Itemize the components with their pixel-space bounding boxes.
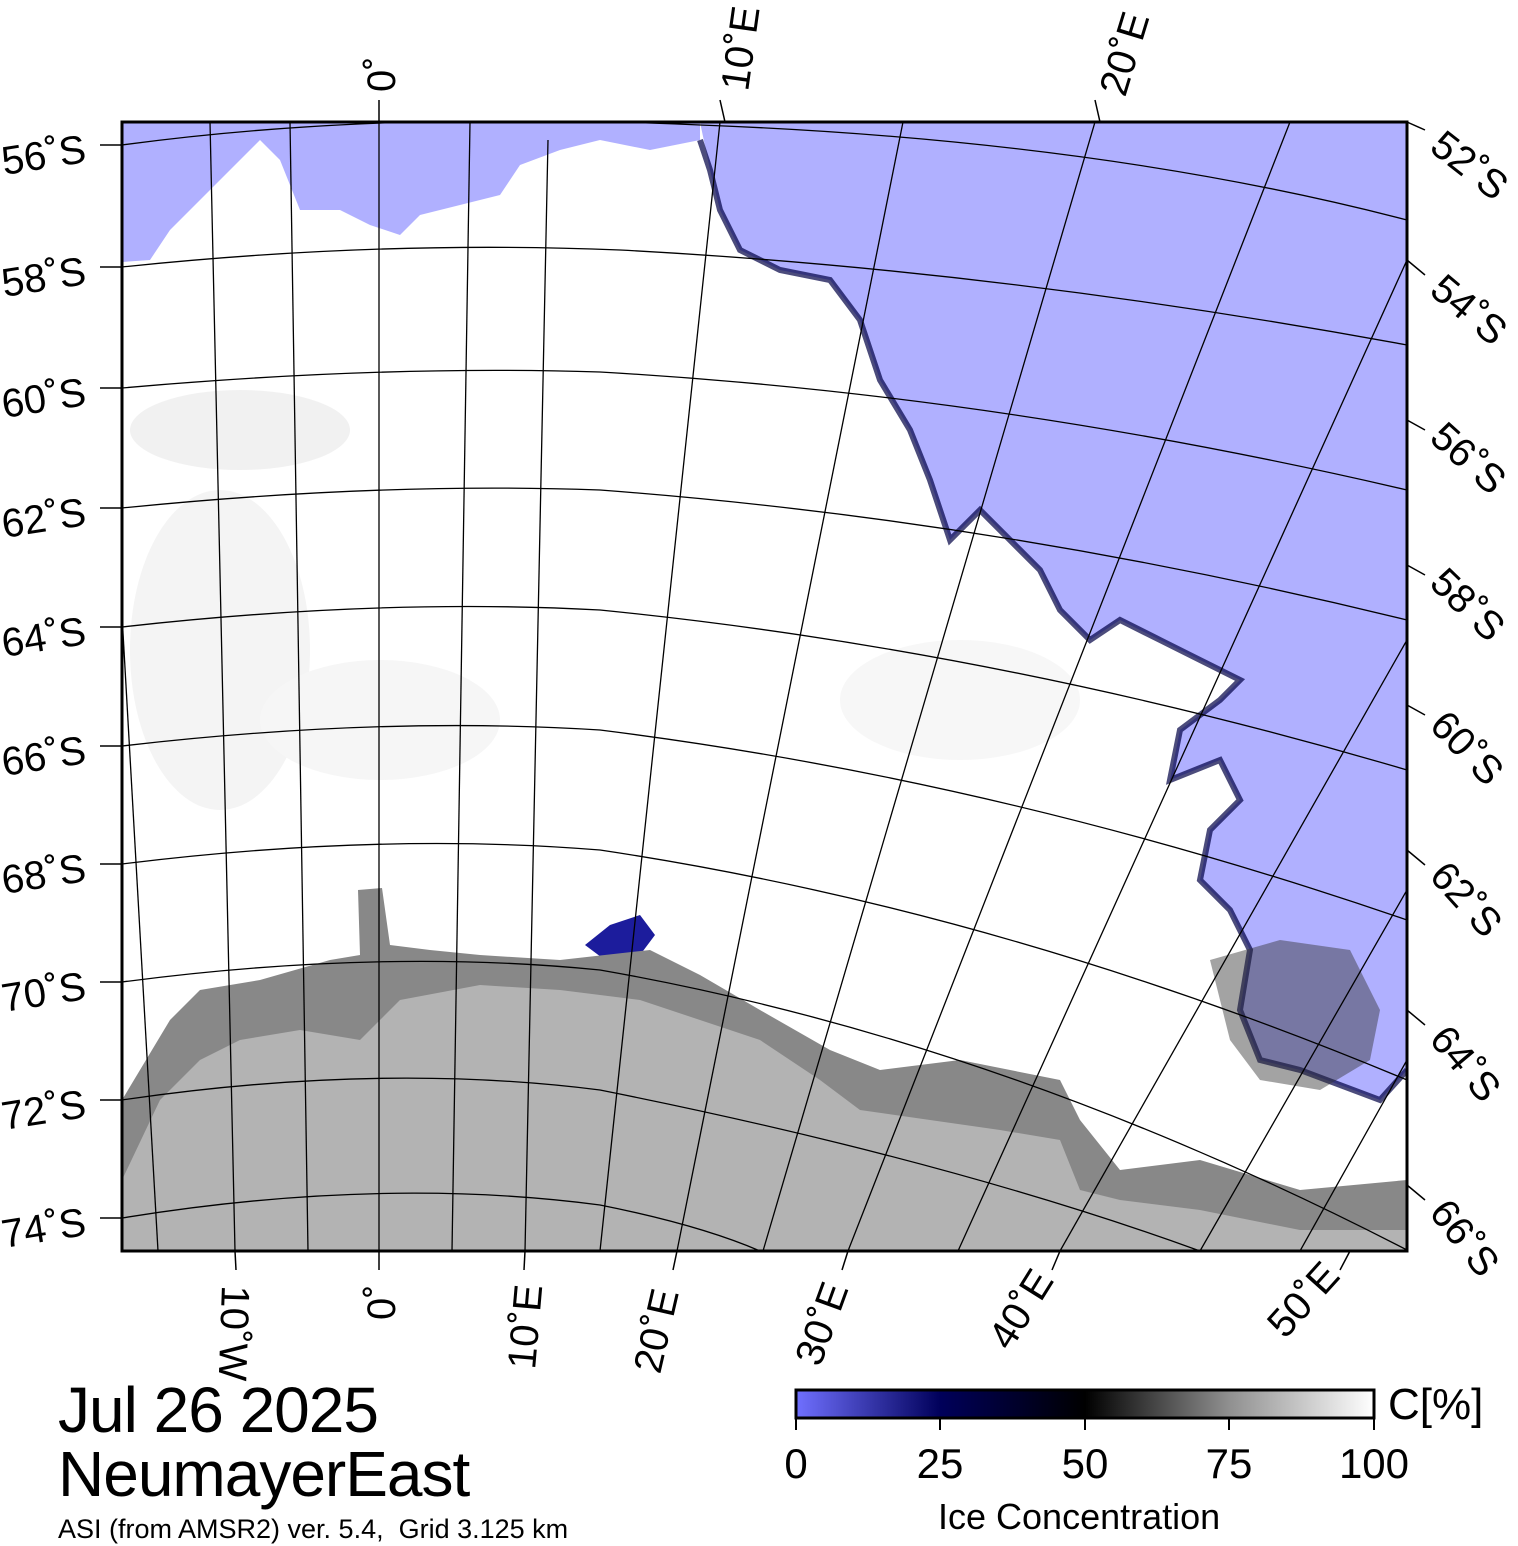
lon-labels-top: 0˚ 10˚E 20˚E — [360, 3, 1158, 100]
lat-label-left: 60˚S — [0, 370, 89, 427]
parallel-70s — [122, 960, 1407, 1251]
meridian-20e — [676, 122, 904, 1251]
lat-label-left: 56˚S — [0, 127, 89, 184]
meridian-25e — [762, 122, 1096, 1251]
lat-label-right: 54˚S — [1422, 266, 1515, 354]
colorbar-tick-100: 100 — [1338, 1440, 1410, 1487]
meridian-30e — [847, 122, 1291, 1251]
meridian-15e — [599, 122, 721, 1251]
colorbar — [794, 1388, 1376, 1430]
meridian-35e — [957, 259, 1407, 1251]
meridian-45e — [1199, 889, 1407, 1251]
colorbar-gradient — [794, 1388, 1376, 1420]
lon-labels-bottom: 10˚W 0˚ 10˚E 20˚E 30˚E 40˚E 50˚E — [210, 1254, 1349, 1382]
polynya — [585, 915, 655, 960]
lon-label-top: 10˚E — [713, 3, 768, 93]
lat-label-left: 74˚S — [0, 1200, 89, 1257]
lat-labels-left: 56˚S 58˚S 60˚S 62˚S 64˚S 66˚S 68˚S 70˚S … — [0, 127, 89, 1257]
colorbar-tick-75: 75 — [1205, 1440, 1253, 1487]
lat-label-right: 62˚S — [1421, 854, 1510, 946]
lat-label-left: 58˚S — [0, 249, 89, 306]
meridian-5e — [451, 122, 471, 1251]
meridian-10w — [209, 122, 236, 1251]
lat-labels-right: 52˚S 54˚S 56˚S 58˚S 60˚S 62˚S 64˚S 66˚S — [1421, 122, 1516, 1285]
graticule — [122, 122, 1407, 1251]
parallel-60s — [122, 369, 1407, 491]
lat-label-left: 62˚S — [0, 490, 89, 547]
lon-label-bottom: 10˚E — [500, 1283, 551, 1371]
lat-label-left: 66˚S — [0, 728, 89, 785]
parallel-58s — [122, 246, 1407, 346]
meridian-50e — [1299, 1059, 1407, 1251]
meridian-10e — [524, 139, 549, 1251]
lat-label-right: 58˚S — [1422, 560, 1513, 650]
title-block: Jul 26 2025 NeumayerEast ASI (from AMSR2… — [58, 1378, 568, 1546]
land — [122, 985, 1407, 1251]
colorbar-tick-50: 50 — [1061, 1440, 1109, 1487]
lat-label-left: 68˚S — [0, 846, 89, 903]
open-water-nw — [122, 122, 700, 262]
colorbar-tick-0: 0 — [784, 1440, 808, 1487]
parallel-56s — [122, 122, 1407, 221]
parallel-66s — [122, 724, 1407, 921]
colorbar-tick-25: 25 — [916, 1440, 964, 1487]
lat-label-right: 52˚S — [1422, 122, 1516, 209]
lat-label-left: 64˚S — [0, 609, 89, 666]
lat-label-right: 66˚S — [1421, 1191, 1508, 1285]
colorbar-unit: C[%] — [1388, 1380, 1484, 1429]
lat-label-left: 70˚S — [0, 964, 89, 1021]
parallel-64s — [122, 605, 1407, 771]
map-frame — [120, 120, 1409, 1253]
ticks — [100, 99, 1426, 1271]
lon-label-top: 20˚E — [1092, 7, 1159, 101]
lat-label-left: 72˚S — [0, 1082, 89, 1139]
lon-label-bottom: 10˚W — [210, 1285, 257, 1382]
lon-label-bottom: 0˚ — [360, 1284, 404, 1320]
region-label: NeumayerEast — [58, 1438, 470, 1510]
parallel-68s — [122, 842, 1407, 1081]
pack-ice-dark — [1210, 940, 1380, 1090]
lon-label-bottom: 20˚E — [626, 1285, 688, 1377]
source-label: ASI (from AMSR2) ver. 5.4, Grid 3.125 km — [58, 1514, 569, 1544]
lat-label-right: 64˚S — [1421, 1018, 1509, 1111]
lat-label-right: 56˚S — [1422, 414, 1514, 503]
meridian-40e — [1059, 639, 1407, 1251]
lon-label-bottom: 50˚E — [1259, 1254, 1348, 1346]
meridian-5w — [289, 122, 309, 1251]
parallel-62s — [122, 487, 1407, 621]
colorbar-title: Ice Concentration — [938, 1496, 1221, 1537]
lon-label-top: 0˚ — [360, 56, 404, 92]
lat-label-right: 60˚S — [1422, 703, 1512, 794]
lon-label-bottom: 30˚E — [787, 1277, 857, 1371]
date-label: Jul 26 2025 — [58, 1374, 379, 1446]
parallel-74s — [122, 1192, 761, 1251]
ice-edge — [697, 139, 1407, 1104]
lon-label-bottom: 40˚E — [980, 1262, 1062, 1357]
meridian-20w — [122, 614, 159, 1251]
parallel-72s — [122, 1077, 1201, 1251]
